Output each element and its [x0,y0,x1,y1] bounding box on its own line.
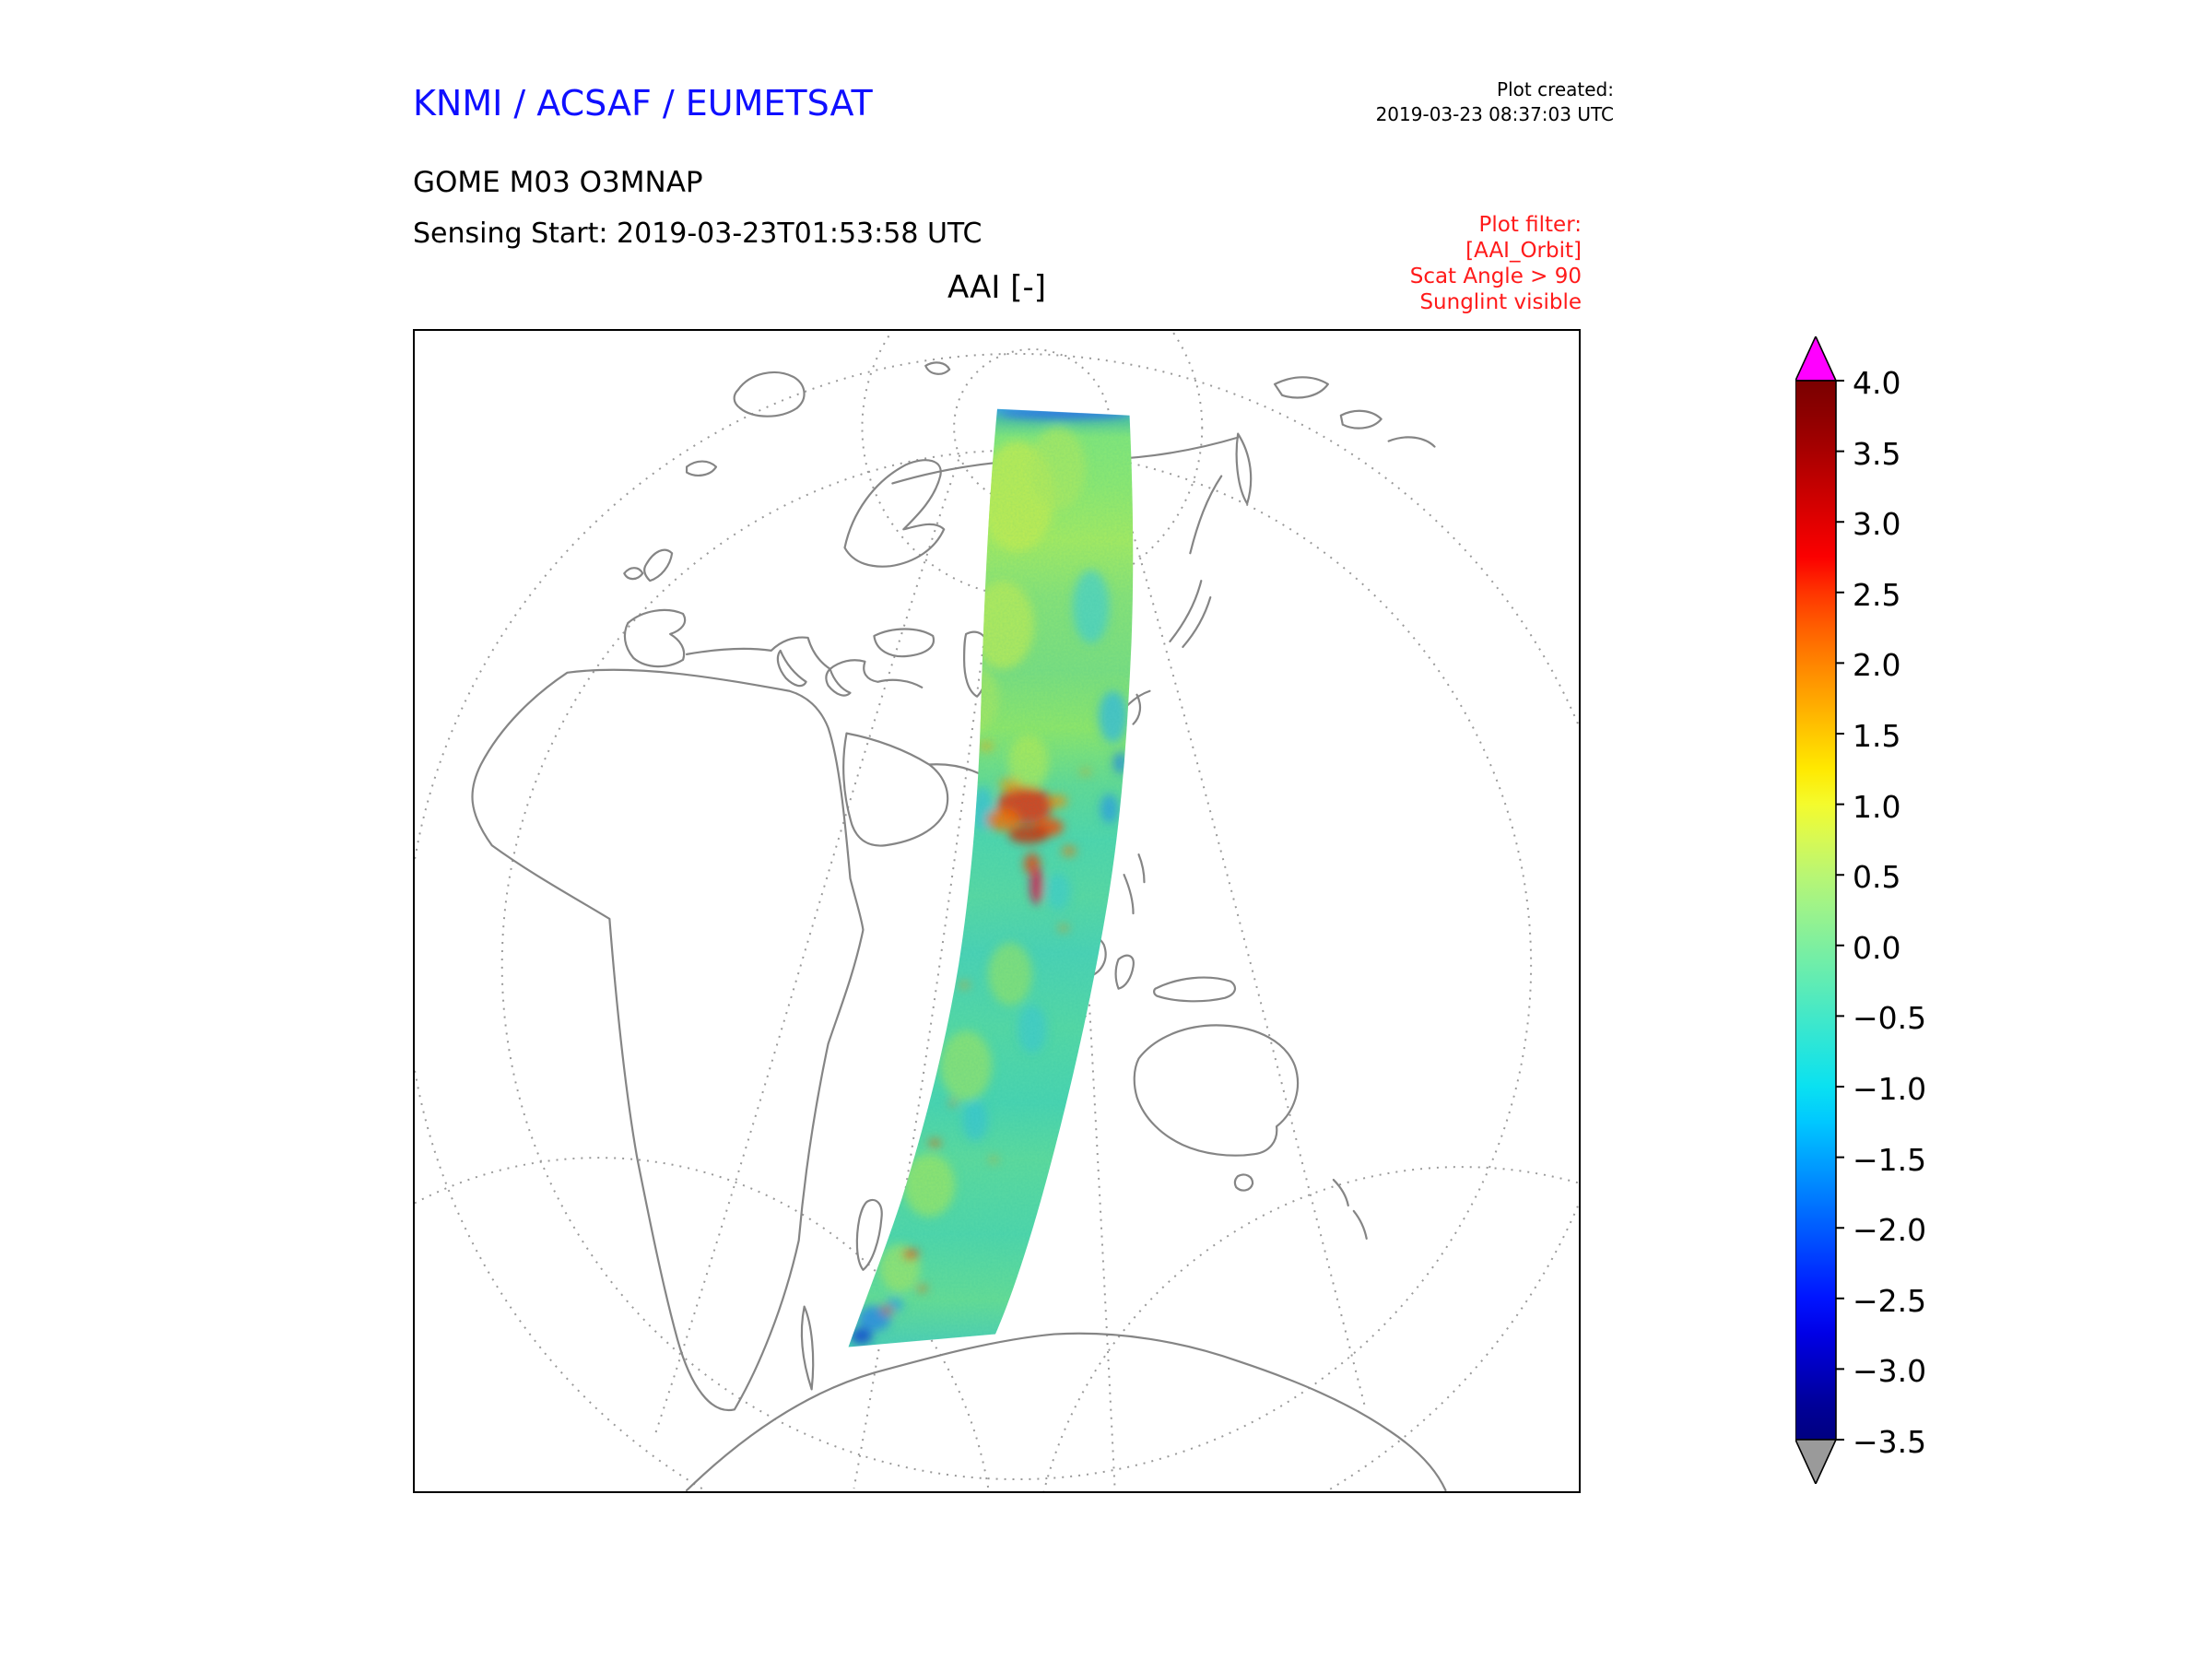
plot-created-value: 2019-03-23 08:37:03 UTC [1375,103,1614,125]
colorbar-tick-label: 0.0 [1853,930,1901,966]
aai-swath-grain [848,408,1134,1347]
agency-title: KNMI / ACSAF / EUMETSAT [413,83,873,124]
world-map [415,331,1579,1491]
colorbar-under-arrow [1795,1439,1838,1484]
colorbar-gradient [1795,336,1844,1484]
colorbar-tick-label: −3.0 [1853,1353,1927,1389]
colorbar-over-arrow [1795,336,1838,382]
colorbar-tick-label: 2.0 [1853,647,1901,683]
colorbar-tick-marks [1836,380,1844,1441]
plot-created-label: Plot created: [1497,78,1614,100]
map-title: AAI [-] [947,269,1047,306]
product-title: GOME M03 O3MNAP [413,166,703,199]
colorbar-tick-label: −1.0 [1853,1071,1927,1107]
colorbar-tick-label: −2.5 [1853,1283,1927,1319]
colorbar-tick-label: 4.0 [1853,365,1901,401]
sensing-start: Sensing Start: 2019-03-23T01:53:58 UTC [413,218,982,250]
colorbar: 4.0 3.5 3.0 2.5 2.0 1.5 1.0 0.5 0.0 −0.5… [1795,336,2035,1498]
plot-created: Plot created: 2019-03-23 08:37:03 UTC [1376,77,1614,127]
colorbar-tick-label: −2.0 [1853,1212,1927,1248]
colorbar-tick-label: 1.5 [1853,718,1901,754]
colorbar-tick-label: −0.5 [1853,1000,1927,1036]
map-frame [413,329,1581,1493]
colorbar-tick-label: 3.0 [1853,506,1901,542]
colorbar-scale [1795,380,1837,1441]
colorbar-tick-label: −1.5 [1853,1142,1927,1178]
colorbar-tick-label: 1.0 [1853,789,1901,825]
colorbar-tick-label: 0.5 [1853,859,1901,895]
colorbar-tick-label: 3.5 [1853,436,1901,472]
plot-filter-title: Plot filter: [1478,213,1582,237]
aai-swath [848,408,1134,1347]
colorbar-tick-label: 2.5 [1853,577,1901,613]
plot-filter-line: [AAI_Orbit] [1465,239,1582,264]
plot-filter: Plot filter: [AAI_Orbit] Scat Angle > 90… [1410,212,1582,315]
plot-filter-line: Scat Angle > 90 [1409,265,1582,289]
colorbar-tick-label: −3.5 [1853,1424,1927,1460]
plot-filter-line: Sunglint visible [1419,290,1582,315]
